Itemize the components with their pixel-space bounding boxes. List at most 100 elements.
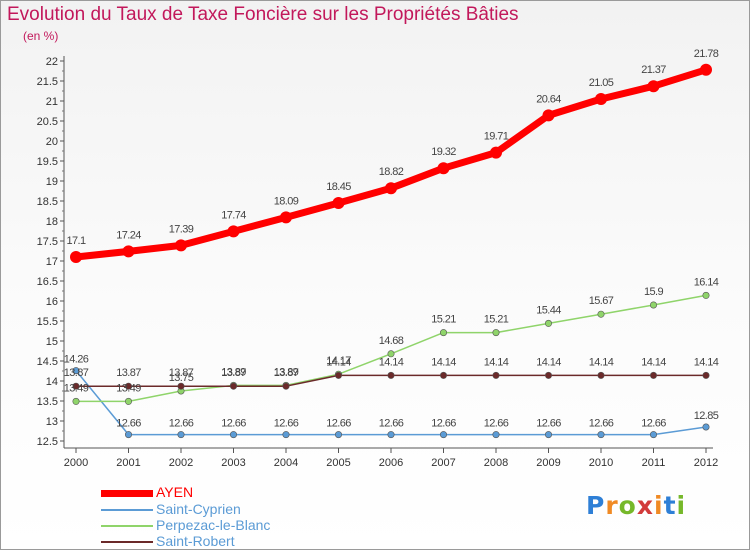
y-tick-label: 14 xyxy=(46,376,58,388)
data-point xyxy=(125,382,133,390)
data-label: 13.49 xyxy=(116,382,141,394)
data-label: 21.05 xyxy=(589,77,614,89)
logo-letter: i xyxy=(654,491,664,520)
x-tick-label: 2007 xyxy=(431,457,455,469)
data-label: 17.39 xyxy=(169,223,194,235)
data-point xyxy=(72,367,80,375)
logo-letter: r xyxy=(605,491,619,520)
y-tick-label: 13 xyxy=(46,416,58,428)
data-label: 13.87 xyxy=(116,367,141,379)
data-label: 12.66 xyxy=(484,418,509,430)
chart-title: Evolution du Taux de Taxe Foncière sur l… xyxy=(7,4,519,25)
data-label: 14.14 xyxy=(326,356,351,368)
data-point xyxy=(595,93,607,105)
y-tick-label: 15.5 xyxy=(37,316,58,328)
x-tick-label: 2004 xyxy=(274,457,298,469)
data-point xyxy=(125,431,133,439)
data-label: 12.66 xyxy=(589,418,614,430)
data-label: 12.85 xyxy=(694,410,719,422)
y-tick-label: 21 xyxy=(46,96,58,108)
data-point xyxy=(437,162,450,175)
x-tick-label: 2002 xyxy=(169,457,193,469)
legend-label: Saint-Cyprien xyxy=(156,501,241,517)
data-point xyxy=(282,382,290,390)
y-tick-label: 22 xyxy=(46,56,58,68)
legend-label: Saint-Robert xyxy=(156,533,235,549)
data-point xyxy=(597,310,605,318)
x-tick-label: 2006 xyxy=(379,457,403,469)
data-label: 14.26 xyxy=(64,354,89,366)
x-tick-label: 2008 xyxy=(484,457,508,469)
data-label: 13.75 xyxy=(169,372,194,384)
data-point xyxy=(700,63,712,76)
y-tick-label: 12.5 xyxy=(37,436,58,448)
data-label: 14.14 xyxy=(379,356,404,368)
data-point xyxy=(544,431,552,439)
legend-swatch xyxy=(101,509,153,511)
data-label: 12.66 xyxy=(431,418,456,430)
x-tick-label: 2011 xyxy=(642,457,666,469)
data-label: 18.09 xyxy=(274,195,299,207)
data-label: 19.32 xyxy=(431,146,456,158)
data-point xyxy=(280,211,292,224)
data-point xyxy=(597,431,605,439)
y-tick-label: 14.5 xyxy=(37,356,58,368)
data-point xyxy=(490,146,502,159)
y-tick-label: 16 xyxy=(46,296,58,308)
legend-swatch xyxy=(101,490,153,497)
x-tick-label: 2001 xyxy=(116,457,140,469)
data-label: 13.89 xyxy=(274,366,299,378)
data-label: 13.49 xyxy=(64,382,89,394)
data-point xyxy=(702,423,710,431)
data-point xyxy=(702,291,710,299)
data-label: 13.87 xyxy=(274,367,299,379)
legend-label: AYEN xyxy=(156,484,194,500)
data-label: 12.66 xyxy=(536,418,561,430)
data-label: 14.14 xyxy=(536,356,561,368)
data-point xyxy=(647,80,660,93)
x-tick-label: 2010 xyxy=(589,457,613,469)
data-point xyxy=(230,382,238,390)
data-point xyxy=(702,371,710,379)
legend-swatch xyxy=(101,525,153,527)
x-tick-label: 2012 xyxy=(694,457,718,469)
data-point xyxy=(649,301,657,309)
data-label: 13.89 xyxy=(221,366,246,378)
logo-letter: o xyxy=(618,491,637,520)
data-label: 17.24 xyxy=(116,229,141,241)
data-label: 14.14 xyxy=(589,356,614,368)
logo-letter: x xyxy=(636,491,654,520)
data-label: 15.67 xyxy=(589,295,614,307)
data-label: 15.44 xyxy=(536,304,561,316)
x-tick-label: 2005 xyxy=(326,457,350,469)
data-point xyxy=(230,431,238,439)
y-tick-label: 17.5 xyxy=(37,236,58,248)
unit-label: (en %) xyxy=(23,29,59,43)
data-point xyxy=(122,245,135,258)
data-label: 12.66 xyxy=(274,418,299,430)
data-point xyxy=(597,371,605,379)
x-tick-label: 2000 xyxy=(64,457,88,469)
data-point xyxy=(492,371,500,379)
data-point xyxy=(439,431,447,439)
data-label: 14.14 xyxy=(694,356,719,368)
data-point xyxy=(544,319,552,327)
y-tick-label: 15 xyxy=(46,336,58,348)
data-point xyxy=(72,382,80,390)
data-point xyxy=(177,382,185,390)
y-tick-label: 18.5 xyxy=(37,196,58,208)
y-tick-label: 19 xyxy=(46,176,58,188)
data-point xyxy=(332,197,345,209)
data-label: 15.9 xyxy=(644,286,663,298)
logo-letter: t xyxy=(663,491,677,520)
data-point xyxy=(334,371,342,379)
logo-letter: P xyxy=(586,491,606,520)
data-point xyxy=(334,431,342,439)
data-label: 12.66 xyxy=(116,418,141,430)
y-tick-label: 16.5 xyxy=(37,276,58,288)
data-point xyxy=(72,397,80,405)
data-point xyxy=(492,329,500,337)
legend-label: Perpezac-le-Blanc xyxy=(156,517,271,533)
y-tick-label: 21.5 xyxy=(37,76,58,88)
